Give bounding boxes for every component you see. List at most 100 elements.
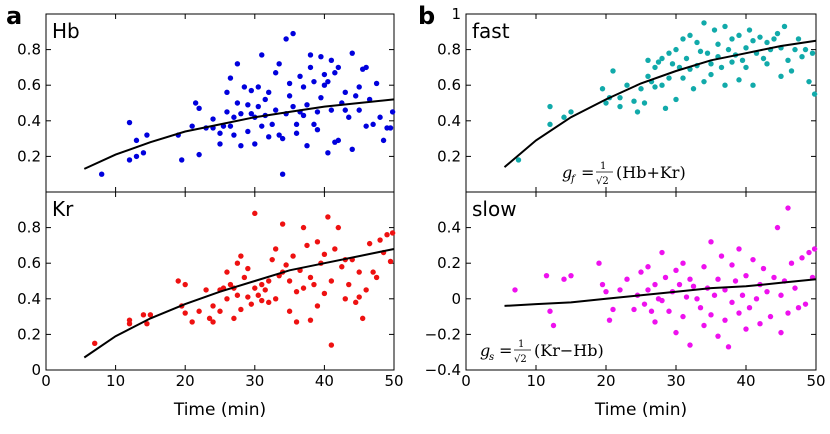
data-point <box>662 105 669 112</box>
data-point <box>241 274 248 281</box>
data-point <box>224 109 230 115</box>
data-point <box>307 317 314 323</box>
data-point <box>144 132 150 138</box>
data-point <box>729 262 735 268</box>
data-point <box>293 130 300 136</box>
data-point <box>359 315 366 322</box>
data-point <box>241 84 248 90</box>
x-axis-label: Time (min) <box>594 400 687 420</box>
data-point <box>293 288 300 295</box>
data-point <box>366 240 373 247</box>
data-point <box>224 269 230 275</box>
data-point <box>335 137 342 144</box>
data-point <box>196 105 202 112</box>
data-point <box>276 61 282 67</box>
data-point <box>694 296 700 302</box>
data-point <box>210 319 216 325</box>
x-tick-label: 50 <box>806 372 825 390</box>
data-point <box>792 285 798 291</box>
data-point <box>806 249 812 256</box>
data-point <box>389 230 396 236</box>
data-point <box>669 61 676 67</box>
data-point <box>617 287 623 293</box>
data-point <box>743 64 749 71</box>
data-point <box>662 274 669 281</box>
data-point <box>238 110 244 117</box>
data-point <box>673 267 679 274</box>
data-point <box>694 39 700 46</box>
svg-text:(Kr−Hb): (Kr−Hb) <box>534 341 604 360</box>
data-point <box>373 274 380 281</box>
svg-text:1: 1 <box>518 339 524 350</box>
data-point <box>293 319 300 325</box>
data-point <box>373 80 380 87</box>
data-point <box>806 78 812 85</box>
data-point <box>300 224 307 231</box>
data-point <box>785 57 791 63</box>
data-point <box>321 251 328 257</box>
data-point <box>771 36 777 42</box>
data-point <box>760 55 767 62</box>
svg-text:s: s <box>489 352 494 363</box>
data-point <box>353 93 359 99</box>
y-tick-label: 0 <box>451 290 461 308</box>
data-point <box>641 301 648 307</box>
data-point <box>722 287 728 293</box>
data-point <box>325 78 331 85</box>
y-tick-label: 0.2 <box>17 147 41 165</box>
data-point <box>377 237 383 243</box>
data-point <box>262 287 268 293</box>
data-point <box>795 305 802 311</box>
y-tick-label: 0.8 <box>437 41 461 59</box>
svg-text:=: = <box>499 341 512 360</box>
data-point <box>293 121 300 128</box>
data-point <box>568 109 574 115</box>
x-tick-label: 20 <box>176 372 195 390</box>
y-tick-label: 0.4 <box>17 290 41 308</box>
data-point <box>224 296 230 302</box>
data-point <box>196 151 202 158</box>
data-point <box>318 54 324 60</box>
data-point <box>722 82 728 88</box>
data-point <box>648 308 655 314</box>
fit-curve <box>504 278 817 307</box>
data-point <box>272 246 279 252</box>
x-tick-label: 10 <box>526 372 545 390</box>
data-point <box>690 86 697 92</box>
data-point <box>778 73 784 80</box>
data-point <box>781 23 788 30</box>
data-point <box>266 89 272 96</box>
data-point <box>356 294 362 300</box>
data-point <box>715 333 721 339</box>
data-point <box>655 59 662 65</box>
data-point <box>512 287 518 293</box>
data-point <box>126 157 133 163</box>
data-point <box>708 61 714 67</box>
data-point <box>736 310 742 316</box>
data-point <box>624 276 630 282</box>
data-point <box>182 310 188 316</box>
data-point <box>217 308 223 314</box>
y-tick-label: 0.8 <box>17 41 41 59</box>
data-point <box>666 308 672 314</box>
formula-slow: g s = 1 √2 (Kr−Hb) <box>480 339 604 365</box>
data-point <box>325 214 331 220</box>
panel-kr: 0 0.2 0.4 0.6 0.8 0 10 20 30 40 50 Kr Time (min) <box>17 191 404 420</box>
data-point <box>799 255 805 261</box>
y-tick-label: 0 <box>31 361 41 379</box>
data-point <box>596 260 602 266</box>
y-tick-label: 0.2 <box>437 254 461 272</box>
data-point <box>328 57 335 63</box>
data-point <box>680 313 686 320</box>
data-point <box>300 112 307 119</box>
data-point <box>515 157 522 163</box>
x-tick-label: 10 <box>106 372 125 390</box>
y-tick-label: 1 <box>451 5 461 23</box>
data-point <box>126 119 133 126</box>
x-tick-label: 30 <box>666 372 685 390</box>
data-point <box>234 61 241 67</box>
svg-text:√2: √2 <box>596 176 609 187</box>
data-point <box>701 20 707 26</box>
fit-curve <box>503 39 817 168</box>
data-point <box>680 75 686 81</box>
